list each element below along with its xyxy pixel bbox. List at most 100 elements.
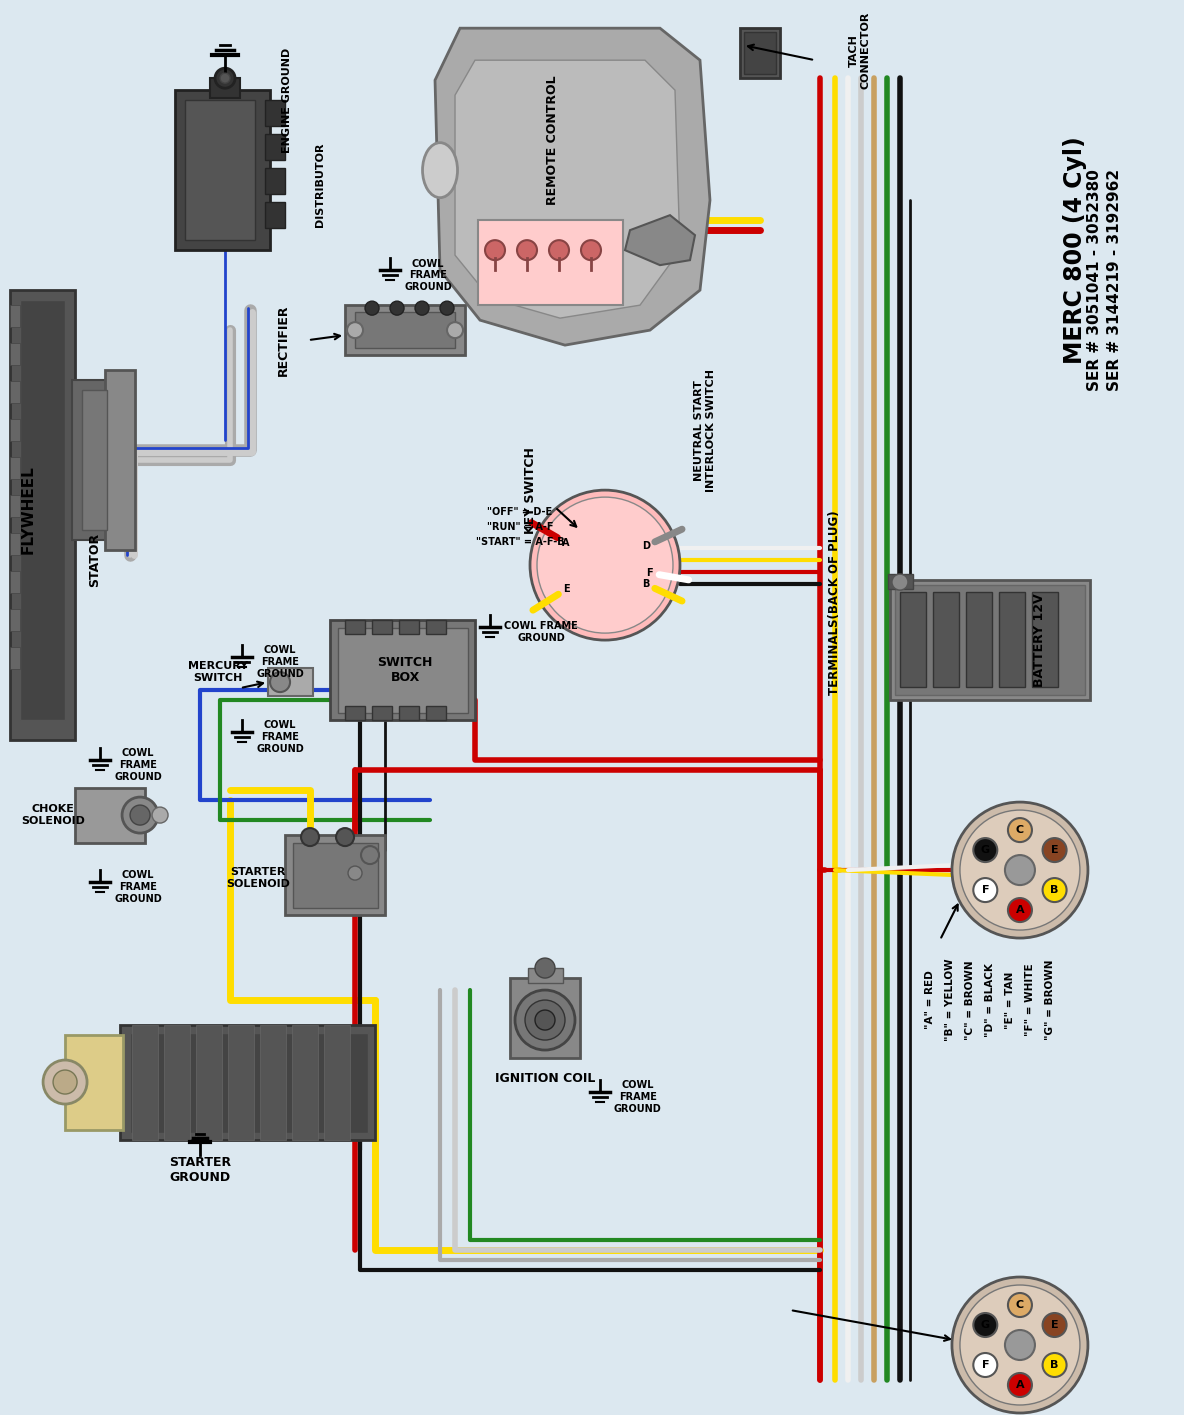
Text: C: C <box>1016 825 1024 835</box>
Polygon shape <box>435 28 710 345</box>
Circle shape <box>1005 1330 1035 1360</box>
Circle shape <box>960 809 1080 930</box>
Text: F: F <box>646 567 652 577</box>
Bar <box>11 381 20 403</box>
Bar <box>426 706 446 720</box>
Text: COWL
FRAME
GROUND: COWL FRAME GROUND <box>614 1081 662 1114</box>
Bar <box>426 620 446 634</box>
Bar <box>265 100 285 126</box>
Circle shape <box>535 958 555 978</box>
Circle shape <box>43 1060 88 1104</box>
Bar <box>285 835 385 916</box>
Text: COWL
FRAME
GROUND: COWL FRAME GROUND <box>256 720 304 754</box>
Text: "START" = A-F-B: "START" = A-F-B <box>476 538 565 548</box>
Text: SER # 3051041 - 3052380: SER # 3051041 - 3052380 <box>1087 170 1102 391</box>
Circle shape <box>1043 1353 1067 1377</box>
Bar <box>966 591 992 688</box>
Bar <box>355 313 455 348</box>
Text: "A" = RED: "A" = RED <box>925 971 935 1030</box>
Text: "D" = BLACK: "D" = BLACK <box>985 964 995 1037</box>
Bar <box>105 371 135 550</box>
Bar <box>265 168 285 194</box>
Bar <box>197 1024 223 1140</box>
Circle shape <box>301 828 318 846</box>
Text: COWL FRAME
GROUND: COWL FRAME GROUND <box>504 621 578 642</box>
Circle shape <box>215 68 236 88</box>
Text: E: E <box>1050 1320 1058 1330</box>
Text: D: D <box>642 541 650 550</box>
Bar <box>11 306 20 327</box>
Bar <box>888 574 913 589</box>
Circle shape <box>525 1000 565 1040</box>
Circle shape <box>892 574 908 590</box>
Bar <box>999 591 1025 688</box>
Circle shape <box>535 1010 555 1030</box>
Text: "C" = BROWN: "C" = BROWN <box>965 961 974 1040</box>
Text: COWL
FRAME
GROUND: COWL FRAME GROUND <box>404 259 452 291</box>
Circle shape <box>1043 838 1067 862</box>
Text: DISTRIBUTOR: DISTRIBUTOR <box>315 143 326 228</box>
Bar <box>120 1024 375 1140</box>
Bar <box>20 300 65 720</box>
Circle shape <box>416 301 429 316</box>
Bar <box>510 978 580 1058</box>
Bar <box>185 100 255 241</box>
Bar <box>11 647 20 669</box>
Text: TACH
CONNECTOR: TACH CONNECTOR <box>849 11 870 89</box>
Bar <box>933 591 959 688</box>
Text: MERC 800 (4 Cyl): MERC 800 (4 Cyl) <box>1063 136 1087 364</box>
Bar <box>900 591 926 688</box>
Circle shape <box>361 846 379 865</box>
Bar <box>265 202 285 228</box>
Text: COWL
FRAME
GROUND: COWL FRAME GROUND <box>256 645 304 679</box>
Text: "RUN" = A-F: "RUN" = A-F <box>487 522 553 532</box>
Bar <box>133 1024 157 1140</box>
Text: B: B <box>1050 884 1058 896</box>
Bar <box>399 706 419 720</box>
Bar <box>345 306 465 355</box>
Text: SER # 3144219 - 3192962: SER # 3144219 - 3192962 <box>1107 168 1122 391</box>
Text: "G" = BROWN: "G" = BROWN <box>1045 959 1055 1040</box>
Circle shape <box>336 828 354 846</box>
Text: "E" = TAN: "E" = TAN <box>1005 971 1015 1029</box>
Text: E: E <box>1050 845 1058 855</box>
Circle shape <box>485 241 506 260</box>
Text: B: B <box>1050 1360 1058 1370</box>
Bar <box>229 1024 255 1140</box>
Text: A: A <box>1016 906 1024 916</box>
Bar <box>260 1024 287 1140</box>
Circle shape <box>1008 899 1032 923</box>
Circle shape <box>365 301 379 316</box>
Bar <box>130 1033 368 1133</box>
Circle shape <box>1043 1313 1067 1337</box>
Bar <box>11 344 20 365</box>
Circle shape <box>1043 879 1067 903</box>
Bar <box>345 706 365 720</box>
Bar <box>65 1034 123 1131</box>
Ellipse shape <box>423 143 457 198</box>
Text: G: G <box>980 845 990 855</box>
Circle shape <box>348 866 362 880</box>
Circle shape <box>960 1285 1080 1405</box>
Circle shape <box>220 74 230 83</box>
Bar <box>528 968 564 983</box>
Circle shape <box>538 497 673 633</box>
Text: FLYWHEEL: FLYWHEEL <box>20 466 36 555</box>
Text: "B" = YELLOW: "B" = YELLOW <box>945 959 955 1041</box>
Text: A: A <box>562 538 570 548</box>
Text: NEUTRAL START
INTERLOCK SWITCH: NEUTRAL START INTERLOCK SWITCH <box>694 369 716 491</box>
Circle shape <box>270 672 290 692</box>
Bar <box>895 586 1085 695</box>
Circle shape <box>390 301 404 316</box>
Text: CHOKE
SOLENOID: CHOKE SOLENOID <box>21 804 85 826</box>
Circle shape <box>581 241 601 260</box>
Circle shape <box>448 323 463 338</box>
Circle shape <box>952 802 1088 938</box>
Bar <box>345 620 365 634</box>
Bar <box>292 843 378 908</box>
Text: REMOTE CONTROL: REMOTE CONTROL <box>546 75 559 205</box>
Circle shape <box>952 1276 1088 1414</box>
Circle shape <box>122 797 157 833</box>
Bar <box>1032 591 1058 688</box>
Text: STARTER
GROUND: STARTER GROUND <box>169 1156 231 1184</box>
